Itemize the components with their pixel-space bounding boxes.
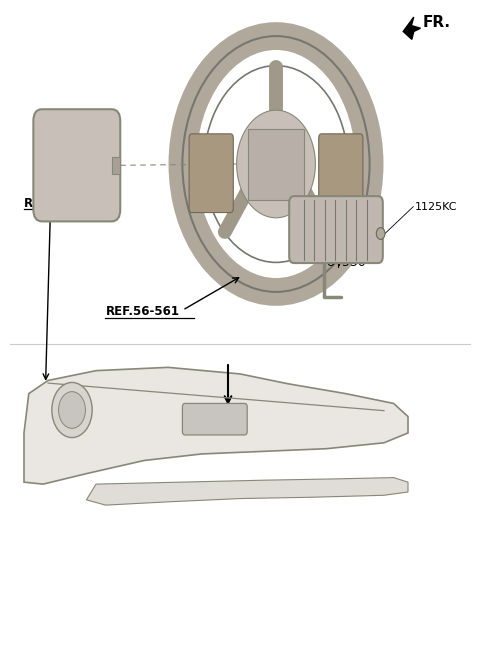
Circle shape xyxy=(52,382,92,438)
Text: FR.: FR. xyxy=(422,16,450,30)
Polygon shape xyxy=(24,367,408,484)
Text: 84530: 84530 xyxy=(326,256,366,269)
FancyBboxPatch shape xyxy=(289,196,383,263)
Circle shape xyxy=(376,228,385,239)
Polygon shape xyxy=(86,478,408,505)
Text: H: H xyxy=(66,151,83,169)
Bar xyxy=(111,157,120,174)
FancyBboxPatch shape xyxy=(33,109,120,222)
Circle shape xyxy=(59,392,85,428)
FancyBboxPatch shape xyxy=(182,403,247,435)
Bar xyxy=(248,129,304,200)
Circle shape xyxy=(237,110,315,218)
Text: 1125KC: 1125KC xyxy=(415,201,458,212)
Text: 56900: 56900 xyxy=(48,141,88,154)
Text: REF.56-561: REF.56-561 xyxy=(106,305,180,318)
FancyBboxPatch shape xyxy=(189,134,233,213)
Text: REF.84-847: REF.84-847 xyxy=(24,197,98,210)
Polygon shape xyxy=(403,17,420,39)
FancyBboxPatch shape xyxy=(319,134,363,213)
